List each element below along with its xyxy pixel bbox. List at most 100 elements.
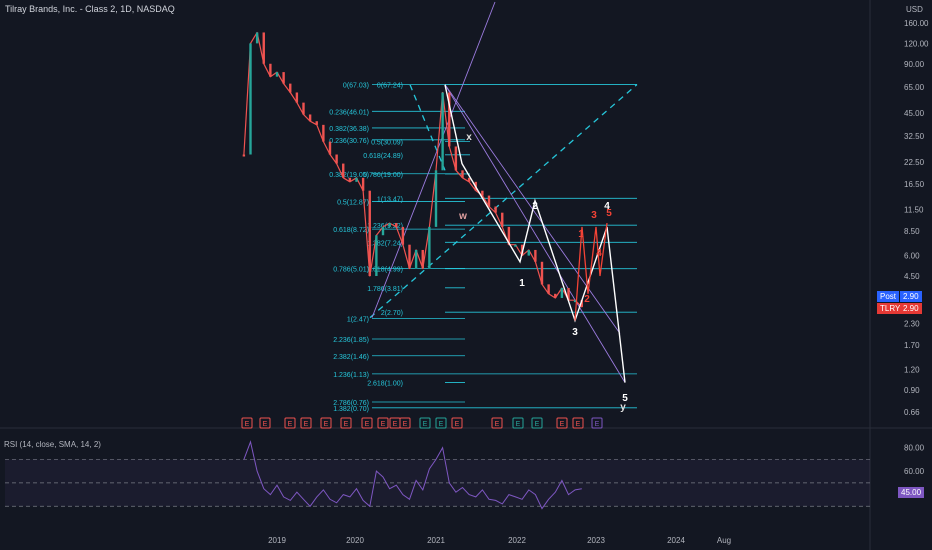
earnings-marker-label: E — [245, 421, 250, 428]
price-candle — [534, 249, 537, 262]
earnings-marker — [556, 417, 568, 429]
earnings-marker — [435, 417, 447, 429]
earnings-marker-label: E — [365, 421, 370, 428]
price-series-line — [243, 31, 583, 308]
price-candle — [355, 177, 358, 182]
fib-label-right: 0(67.24) — [377, 82, 403, 89]
earnings-marker-label: E — [381, 421, 386, 428]
earnings-marker-label: E — [324, 421, 329, 428]
earnings-marker-label: E — [263, 421, 268, 428]
fib-label-left: 0.382(19.05) — [329, 172, 369, 179]
fib-label-right: 1.382(7.24) — [367, 240, 403, 247]
fib-label-left: 1.382(0.70) — [333, 406, 369, 413]
price-candle — [487, 195, 491, 207]
wave-label-r4: 4 — [596, 248, 602, 259]
rsi-line — [243, 440, 582, 510]
price-candle — [335, 154, 338, 164]
price-tick-label: 160.00 — [904, 19, 929, 28]
ticker-label: TLRY — [877, 303, 904, 314]
fib-label-left: 1.236(1.13) — [333, 372, 369, 379]
earnings-marker — [451, 417, 463, 429]
earnings-marker-label: E — [576, 421, 581, 428]
price-candle — [308, 114, 312, 122]
price-candle — [494, 206, 497, 213]
wave-label-w1: 1 — [519, 278, 525, 289]
price-candle — [315, 121, 318, 125]
fib-label-left: 1(2.47) — [347, 317, 369, 324]
rsi-tick-label: 80.00 — [904, 444, 925, 453]
price-candle — [467, 177, 471, 182]
fib-label-left: 0.382(36.38) — [329, 126, 369, 133]
fib-label-right: 1.236(9.22) — [367, 223, 403, 230]
earnings-marker-label: E — [304, 421, 309, 428]
fib-label-right: 1(13.47) — [377, 196, 403, 203]
chart-title: Tilray Brands, Inc. - Class 2, 1D, NASDA… — [5, 4, 175, 14]
fib-label-left: 0.5(12.87) — [337, 200, 369, 207]
price-candle — [282, 72, 285, 84]
price-candle — [441, 92, 444, 171]
earnings-marker — [361, 417, 373, 429]
price-tick-label: 0.90 — [904, 386, 920, 395]
price-candle — [514, 244, 517, 247]
earnings-marker-label: E — [403, 421, 408, 428]
price-candle — [454, 146, 458, 171]
time-axis-label: Aug — [717, 536, 731, 545]
rsi-title: RSI (14, close, SMA, 14, 2) — [4, 440, 101, 449]
earnings-marker-label: E — [393, 421, 398, 428]
fib-label-left: 0.618(8.72) — [333, 227, 369, 234]
wave-label-w: w — [458, 211, 467, 222]
fib-label-left: 2.786(0.76) — [333, 400, 369, 407]
price-candle — [428, 226, 431, 269]
price-candle — [414, 249, 418, 269]
earnings-marker — [320, 417, 332, 429]
price-candle — [573, 300, 577, 303]
earnings-marker — [284, 417, 296, 429]
post-value: 2.90 — [900, 291, 922, 302]
wave-label-x: x — [466, 132, 472, 143]
earnings-marker-label: E — [535, 421, 540, 428]
wave-label-r3: 3 — [591, 210, 597, 221]
earnings-marker-label: E — [423, 421, 428, 428]
price-candle — [361, 177, 365, 191]
post-label: Post — [877, 291, 900, 302]
price-candle — [255, 32, 259, 44]
price-candle — [249, 43, 252, 155]
price-candle — [547, 284, 550, 294]
fib-label-right: 1.786(3.81) — [367, 286, 403, 293]
time-axis-label: 2020 — [346, 536, 364, 545]
price-candle — [348, 177, 352, 182]
fib-label-left: 2.382(1.46) — [333, 354, 369, 361]
price-tick-label: 120.00 — [904, 39, 929, 48]
price-tick-label: 1.70 — [904, 341, 920, 350]
fib-label-right: 0.618(24.89) — [363, 153, 403, 160]
earnings-marker — [491, 417, 503, 429]
time-axis-label: 2021 — [427, 536, 445, 545]
price-tick-label: 2.30 — [904, 320, 920, 329]
price-candle — [289, 83, 292, 93]
price-tick-label: 0.66 — [904, 408, 920, 417]
trend-dashed-line — [409, 84, 446, 171]
price-candle — [242, 154, 246, 157]
fib-label-right: 0.5(30.09) — [371, 139, 403, 146]
price-candle — [322, 124, 325, 142]
price-tick-label: 1.20 — [904, 366, 920, 375]
fib-label-left: 0(67.03) — [343, 83, 369, 90]
earnings-marker-label: E — [455, 421, 460, 428]
wave-label-r5: 5 — [606, 208, 612, 219]
time-axis-label: 2019 — [268, 536, 286, 545]
earnings-marker — [340, 417, 352, 429]
fib-label-right: 2.618(1.00) — [367, 381, 403, 388]
price-candle — [302, 102, 305, 115]
price-candle — [527, 249, 530, 256]
price-candle — [434, 170, 438, 227]
earnings-marker — [399, 417, 411, 429]
earnings-marker — [259, 417, 271, 429]
time-axis-label: 2024 — [667, 536, 685, 545]
price-candle — [520, 244, 524, 256]
time-axis-label: 2022 — [508, 536, 526, 545]
wave-label-r1: 1 — [578, 229, 584, 240]
price-candle — [461, 170, 464, 178]
price-tick-label: 6.00 — [904, 252, 920, 261]
fib-label-right: 2(2.70) — [381, 310, 403, 317]
